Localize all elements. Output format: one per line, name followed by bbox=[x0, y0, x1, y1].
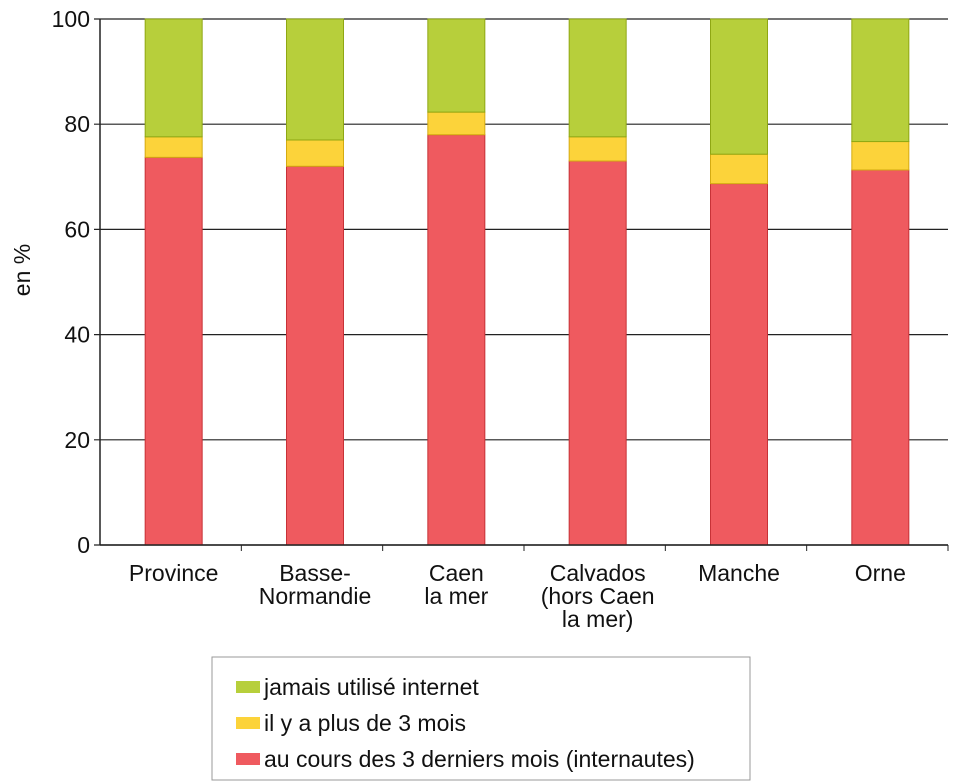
bar-segment bbox=[286, 165, 344, 546]
bar-segment bbox=[710, 18, 768, 155]
legend-swatch bbox=[236, 717, 260, 729]
bar-segment bbox=[144, 18, 203, 138]
bar-segment bbox=[144, 136, 203, 158]
x-tick-label: Caen la mer bbox=[424, 560, 488, 609]
bar-segment bbox=[286, 18, 344, 141]
legend-swatch bbox=[236, 753, 260, 765]
bar-segment bbox=[427, 111, 486, 136]
bar-segment bbox=[427, 18, 486, 113]
bar-segment bbox=[851, 169, 910, 546]
x-tick-label: Calvados (hors Caen la mer) bbox=[541, 560, 655, 632]
bar-segment bbox=[568, 18, 627, 138]
y-tick-label: 0 bbox=[77, 532, 90, 558]
x-tick-label: Basse-Normandie bbox=[259, 560, 372, 609]
bar-segment bbox=[144, 156, 203, 546]
legend-swatch bbox=[236, 681, 260, 693]
y-tick-label: 40 bbox=[64, 322, 90, 348]
bar-segment bbox=[710, 153, 768, 185]
x-tick-label: Manche bbox=[698, 560, 780, 586]
bar-segment bbox=[851, 18, 910, 143]
bar-segment bbox=[710, 183, 768, 546]
bar-segment bbox=[427, 134, 486, 546]
y-tick-label: 60 bbox=[64, 216, 90, 242]
bar-segment bbox=[286, 139, 344, 167]
y-axis-label: en % bbox=[9, 244, 35, 296]
legend-label: au cours des 3 derniers mois (internaute… bbox=[264, 746, 695, 772]
y-tick-label: 80 bbox=[64, 111, 90, 137]
legend-label: il y a plus de 3 mois bbox=[264, 710, 466, 736]
y-tick-label: 20 bbox=[64, 427, 90, 453]
y-tick-label: 100 bbox=[52, 6, 90, 32]
legend-label: jamais utilisé internet bbox=[263, 674, 479, 700]
bar-segment bbox=[568, 160, 627, 546]
bar-segment bbox=[568, 136, 627, 162]
x-tick-label: Province bbox=[129, 560, 218, 586]
x-tick-label: Orne bbox=[855, 560, 906, 586]
legend-box bbox=[211, 656, 751, 781]
bar-segment bbox=[851, 141, 910, 171]
